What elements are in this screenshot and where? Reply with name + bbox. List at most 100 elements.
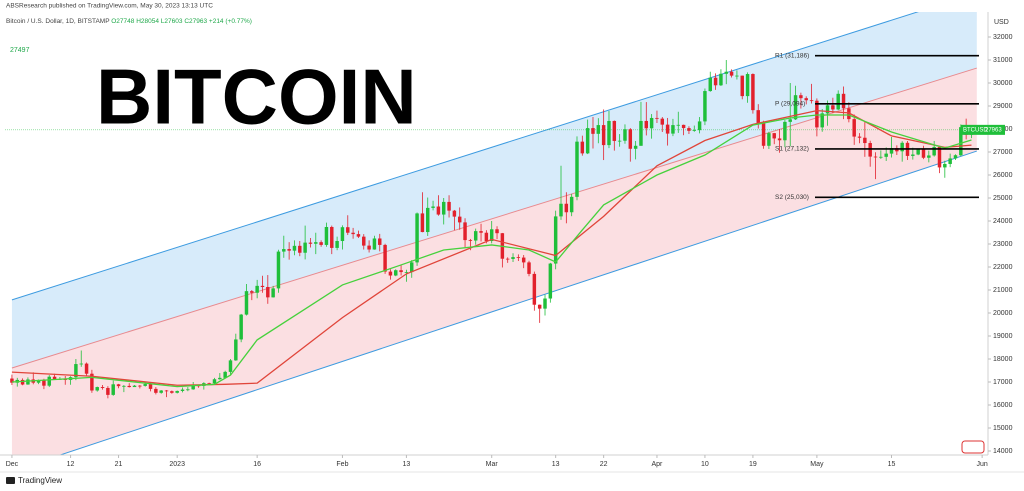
candle-body [330,226,334,248]
x-tick-label: 19 [749,461,757,468]
candle-body [484,232,489,242]
candle-body [857,136,862,138]
candle-body [543,298,547,309]
candle-body [889,148,894,154]
candle-body [436,206,441,215]
candle-body [937,146,942,168]
candle-body [841,93,846,109]
x-tick-label: 21 [115,461,123,468]
candle-body [953,155,958,159]
y-tick-label: 27000 [993,149,1013,156]
currency: USD [994,19,1009,26]
candle-body [372,238,377,250]
symbol: Bitcoin / U.S. Dollar, 1D, BITSTAMP [6,18,109,25]
candle-body [26,379,30,385]
candle-body [154,388,158,393]
candle-body [324,226,329,245]
candle-body [132,385,137,388]
candle-body [564,203,569,213]
candle-body [20,379,25,385]
y-tick-label: 24000 [993,218,1013,225]
candle-body [362,236,366,246]
candle-body [186,389,190,391]
y-tick-label: 32000 [993,34,1013,41]
candle-body [729,71,734,76]
pivot-label: R1 (31,186) [775,52,809,59]
moving-average [11,114,972,388]
badge-icon [961,440,985,454]
candle-body [836,93,840,110]
candle-body [591,128,595,134]
candle-body [127,385,131,388]
candle-body [852,119,856,137]
candle-body [74,364,78,378]
y-tick-label: 23000 [993,241,1013,248]
channel-upper-fill [11,12,977,368]
candle-body [681,124,686,129]
candle-body [378,238,382,245]
candle-body [79,363,83,365]
plot-area [5,12,988,455]
candle-body [303,242,307,253]
candle-body [671,125,675,134]
candle-body [927,155,931,158]
candle-body [772,133,776,139]
candle-body [916,149,920,155]
candle-body [505,258,510,260]
candle-body [489,229,494,242]
candle-body [431,206,435,208]
candle-body [537,304,542,309]
x-tick-label: 13 [403,461,411,468]
channel-lower-line [58,150,977,455]
candle-body [692,130,697,131]
candle-body [415,213,419,263]
candle-body [932,146,936,156]
candle-body [521,257,526,263]
candle-body [138,385,142,387]
candle-body [367,245,371,250]
candle-body [287,249,291,251]
candle-body [346,227,350,233]
x-tick-label: 13 [552,461,560,468]
candle-body [116,384,121,387]
candle-body [575,141,579,197]
candle-body [228,360,233,372]
y-tick-label: 19000 [993,333,1013,340]
candle-body [42,379,46,386]
candle-body [180,389,185,391]
y-tick-label: 26000 [993,172,1013,179]
candle-body [292,245,297,251]
candle-body [633,145,638,149]
candle-body [463,222,467,241]
symbol-header: Bitcoin / U.S. Dollar, 1D, BITSTAMP O277… [6,18,252,25]
candle-body [106,387,110,395]
candle-body [596,125,601,134]
x-tick-label: 22 [600,461,608,468]
candle-body [697,121,702,131]
candle-body [308,242,313,244]
candle-body [639,120,643,146]
x-tick-label: 10 [701,461,709,468]
candle-body [351,232,355,235]
candle-body [47,376,51,386]
y-tick-label: 29000 [993,103,1013,110]
candle-body [740,75,744,97]
side-label: 27497 [10,47,30,54]
badge [961,440,985,454]
candle-body [628,129,633,149]
candle-body [943,163,947,168]
candle-body [900,142,904,152]
x-tick-label: Apr [652,461,664,468]
candle-body [665,124,670,134]
candle-body [495,229,499,234]
candle-body [90,373,94,391]
candle-body [52,376,57,380]
candle-body [447,201,451,211]
candle-body [319,242,323,245]
y-tick-label: 20000 [993,310,1013,317]
candle-body [426,207,430,233]
candle-body [708,77,712,92]
y-tick-label: 16000 [993,402,1013,409]
y-tick-label: 31000 [993,57,1013,64]
candle-body [383,244,387,272]
